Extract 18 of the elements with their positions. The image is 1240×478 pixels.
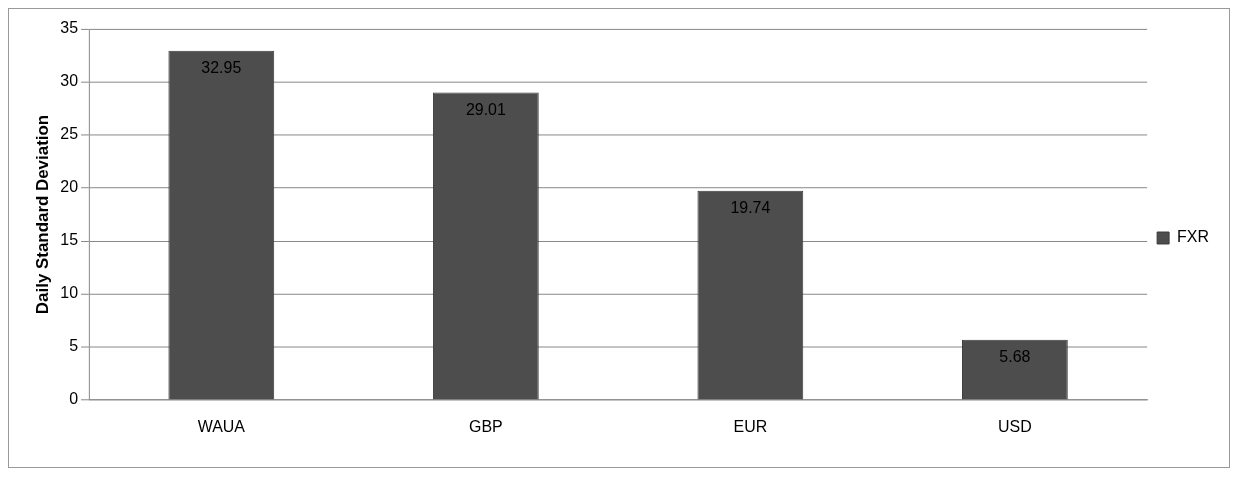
data-label: 19.74 [730,199,771,217]
y-tick-label: 5 [69,337,79,355]
data-label: 5.68 [999,348,1031,366]
y-tick-label: 15 [60,231,79,249]
y-tick-label: 10 [60,284,79,302]
y-tick-label: 30 [60,72,79,90]
y-tick-label: 25 [60,125,79,143]
y-axis-title: Daily Standard Deviation [32,114,52,315]
x-tick-label: USD [998,417,1032,435]
y-tick-label: 0 [69,390,79,408]
y-tick-label: 35 [60,19,79,37]
x-tick-label: EUR [733,417,768,435]
y-tick-label: 20 [60,178,79,196]
data-label: 29.01 [465,100,506,118]
x-tick-label: WAUA [197,417,246,435]
x-tick-label: GBP [468,417,503,435]
data-label: 32.95 [201,58,242,76]
legend-label: FXR [1177,228,1209,246]
